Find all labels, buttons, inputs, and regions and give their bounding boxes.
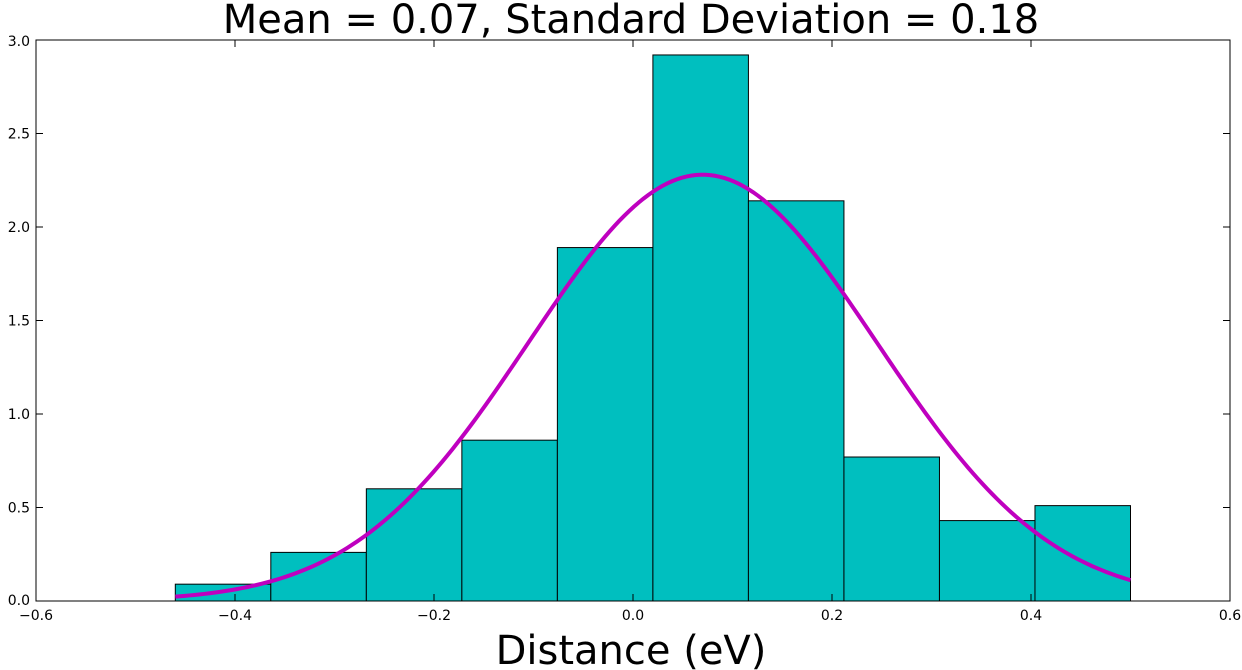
x-tick-label: 0.0 [622,608,644,624]
histogram-bar-9 [1034,505,1131,602]
y-tick-label: 3.0 [8,34,30,50]
histogram-bar-8 [938,520,1036,602]
histogram-bar-4 [556,247,654,602]
histogram-bar-5 [652,54,749,602]
histogram-bars [174,54,1131,602]
y-axis-ticks: 0.0 0.5 1.0 1.5 2.0 2.5 3.0 [8,34,1230,609]
y-tick-label: 2.5 [8,127,30,143]
y-tick-label: 2.0 [8,220,30,236]
chart-title: Mean = 0.07, Standard Deviation = 0.18 [223,0,1039,43]
x-tick-label: 0.6 [1219,608,1241,624]
normal-fit-curve [175,172,1132,599]
x-tick-label: −0.2 [417,608,451,624]
y-tick-label: 1.5 [8,314,30,330]
histogram-bar-2 [365,488,463,602]
x-tick-label: 0.2 [821,608,843,624]
y-tick-label: 0.5 [8,501,30,517]
x-axis-label: Distance (eV) [496,628,767,670]
x-axis-ticks: −0.6 −0.4 −0.2 0.0 0.2 0.4 0.6 [19,40,1241,624]
y-tick-label: 1.0 [8,407,30,423]
histogram-bar-3 [461,439,558,602]
y-tick-label: 0.0 [8,593,30,609]
x-tick-label: 0.4 [1020,608,1042,624]
x-tick-label: −0.6 [19,608,53,624]
histogram-bar-7 [843,456,940,602]
x-tick-label: −0.4 [218,608,252,624]
histogram-bar-6 [747,200,845,602]
